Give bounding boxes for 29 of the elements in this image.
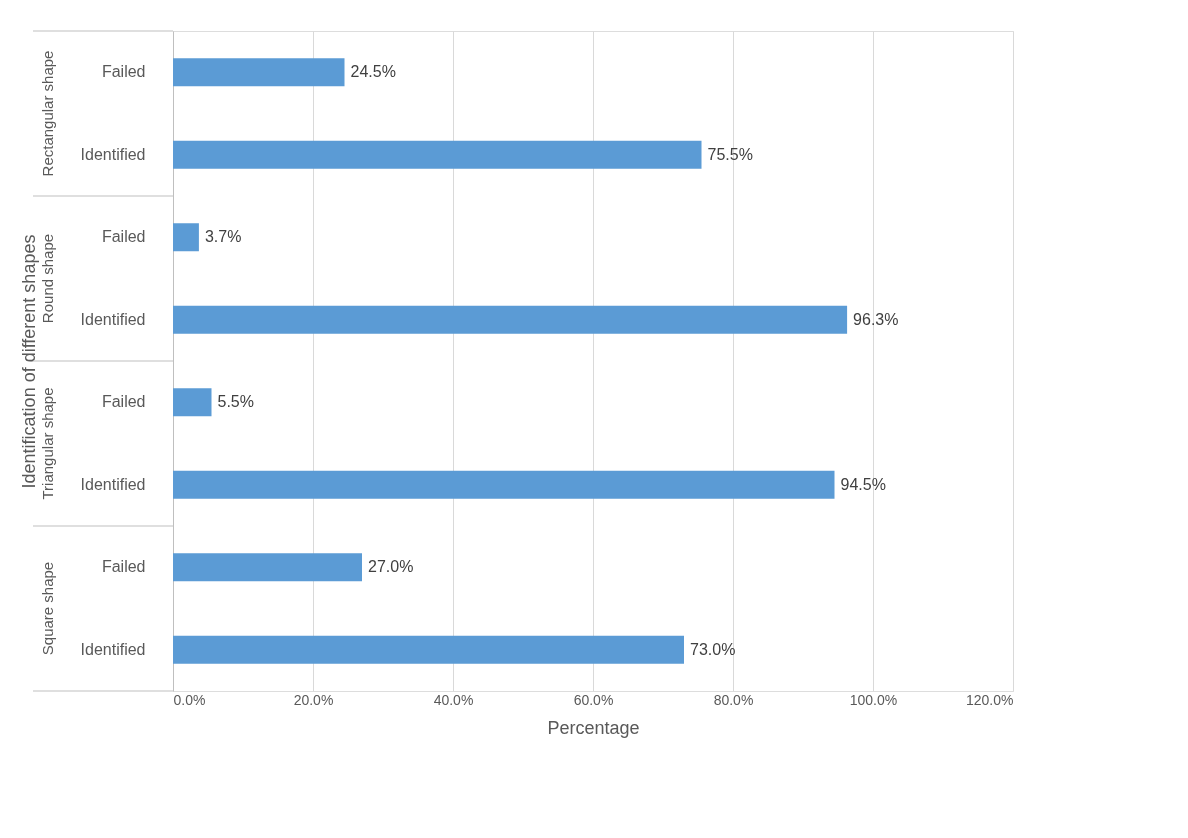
y-tick-label: Identified [80,145,146,163]
data-label: 94.5% [840,475,886,493]
x-tick-label: 20.0% [293,691,334,708]
data-label: 73.0% [690,640,736,658]
x-tick-label: 60.0% [573,691,614,708]
x-tick-label: 40.0% [433,691,474,708]
y-tick-label: Identified [80,640,146,658]
y-axis-title: Identification of different shapes [18,234,39,489]
text: Triangular shape [39,387,56,500]
data-label: 27.0% [368,558,414,576]
text: Square shape [39,561,56,656]
data-label: 96.3% [853,310,899,328]
text: Round shape [39,233,56,324]
data-label: 5.5% [217,393,254,411]
x-tick-label: 120.0% [966,691,1014,708]
text: Rectangular shape [39,50,56,177]
x-tick-label: 100.0% [849,691,898,708]
y-tick-label: Failed [101,393,146,411]
data-label: 75.5% [707,145,753,163]
y-tick-label: Failed [101,228,146,246]
x-tick-label: 80.0% [713,691,754,708]
y-tick-label: Identified [80,475,146,493]
x-axis-title: Percentage [547,717,640,738]
y-tick-label: Identified [80,310,146,328]
data-label: 24.5% [350,63,396,81]
data-label: 3.7% [204,228,242,246]
x-tick-label: 0.0% [173,691,206,708]
y-tick-label: Failed [101,63,146,81]
y-tick-label: Failed [101,558,146,576]
